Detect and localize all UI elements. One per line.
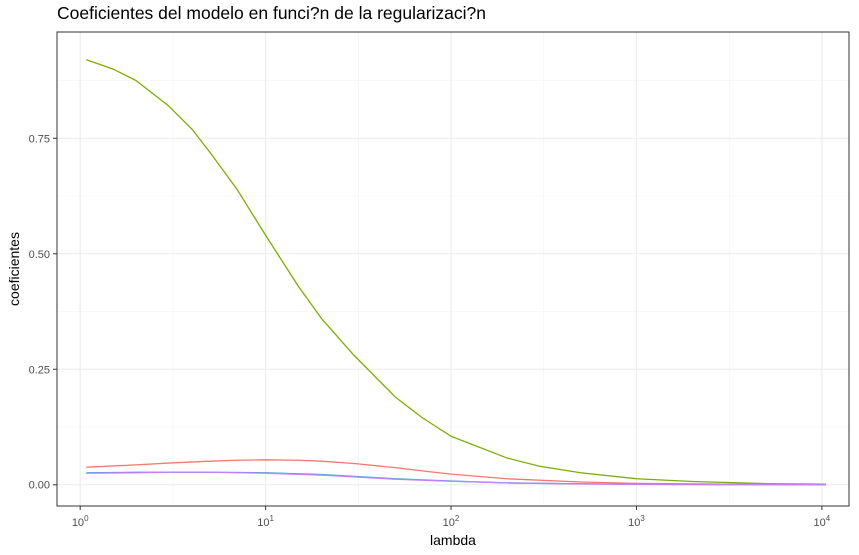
series-line: [86, 59, 826, 485]
chart-title: Coeficientes del modelo en funci?n de la…: [57, 3, 487, 23]
series-line: [86, 459, 826, 486]
y-tick-label: 0.25: [29, 364, 50, 376]
x-tick-label: 103: [628, 514, 645, 529]
major-gridlines: [57, 32, 849, 506]
y-tick-label: 0.50: [29, 249, 50, 261]
series-layer: [86, 59, 826, 486]
plot-panel-border: [56, 31, 850, 507]
y-axis-title: coeficientes: [6, 232, 22, 306]
x-tick-label: 100: [72, 514, 89, 529]
x-axis-title: lambda: [430, 532, 476, 548]
series-line: [86, 471, 826, 486]
minor-gridlines: [57, 32, 849, 506]
x-tick-label: 104: [814, 514, 831, 529]
y-tick-label: 0.75: [29, 133, 50, 145]
x-tick-label: 102: [443, 514, 460, 529]
y-tick-label: 0.00: [29, 480, 50, 492]
axes-layer: 100 101 102 103 104 0.00 0.25 0.50 0.75: [29, 133, 831, 529]
x-tick-label: 101: [257, 514, 274, 529]
